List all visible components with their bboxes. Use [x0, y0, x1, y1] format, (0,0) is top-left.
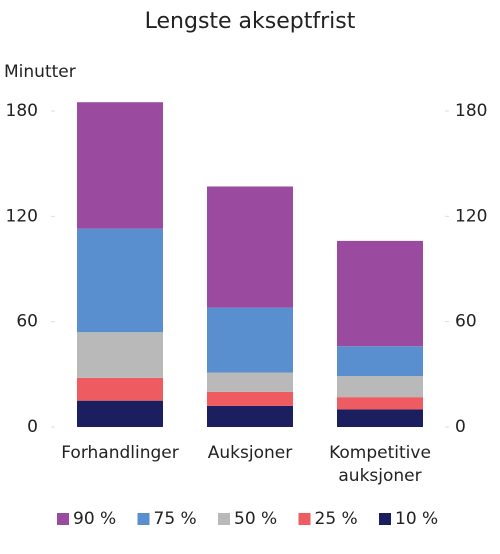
- legend-label: 10 %: [395, 509, 438, 529]
- bar-segment: [337, 376, 423, 398]
- bar-segment: [77, 228, 163, 333]
- x-tick-label: Kompetitive auksjoner: [329, 443, 431, 486]
- bar-segment: [337, 240, 423, 347]
- bar-segment: [77, 332, 163, 378]
- y-tick-label: 60: [16, 312, 38, 332]
- y-tick-label: 120: [6, 206, 38, 226]
- bar-segment: [337, 397, 423, 410]
- y-axis-title: Minutter: [4, 62, 76, 82]
- legend-label: 75 %: [154, 509, 197, 529]
- bar-segment: [207, 391, 293, 406]
- y2-tick-label: 0: [455, 417, 466, 437]
- bar-segment: [77, 400, 163, 427]
- legend-swatch: [298, 513, 311, 525]
- bar-segment: [207, 307, 293, 373]
- y-tick-label: 0: [27, 417, 38, 437]
- legend-label: 90 %: [73, 509, 116, 529]
- y2-tick-label: 60: [455, 312, 477, 332]
- bar-segment: [337, 409, 423, 427]
- bar-segment: [207, 186, 293, 308]
- bar-segment: [77, 102, 163, 229]
- chart-title: Lengste akseptfrist: [145, 9, 356, 34]
- x-tick-label: Auksjoner: [207, 443, 293, 463]
- y-tick-label: 180: [6, 101, 38, 121]
- legend-label: 50 %: [234, 509, 277, 529]
- legend-swatch: [379, 513, 391, 525]
- legend-swatch: [218, 513, 230, 525]
- y2-tick-label: 120: [455, 206, 487, 226]
- legend-swatch: [137, 513, 150, 525]
- bar-segment: [337, 346, 423, 377]
- x-tick-label: Forhandlinger: [61, 443, 179, 463]
- bar-segment: [207, 405, 293, 427]
- bar-segment: [207, 372, 293, 392]
- legend-label: 25 %: [315, 509, 358, 529]
- y2-tick-label: 180: [455, 101, 487, 121]
- bar-segment: [77, 377, 163, 401]
- legend-swatch: [57, 513, 69, 525]
